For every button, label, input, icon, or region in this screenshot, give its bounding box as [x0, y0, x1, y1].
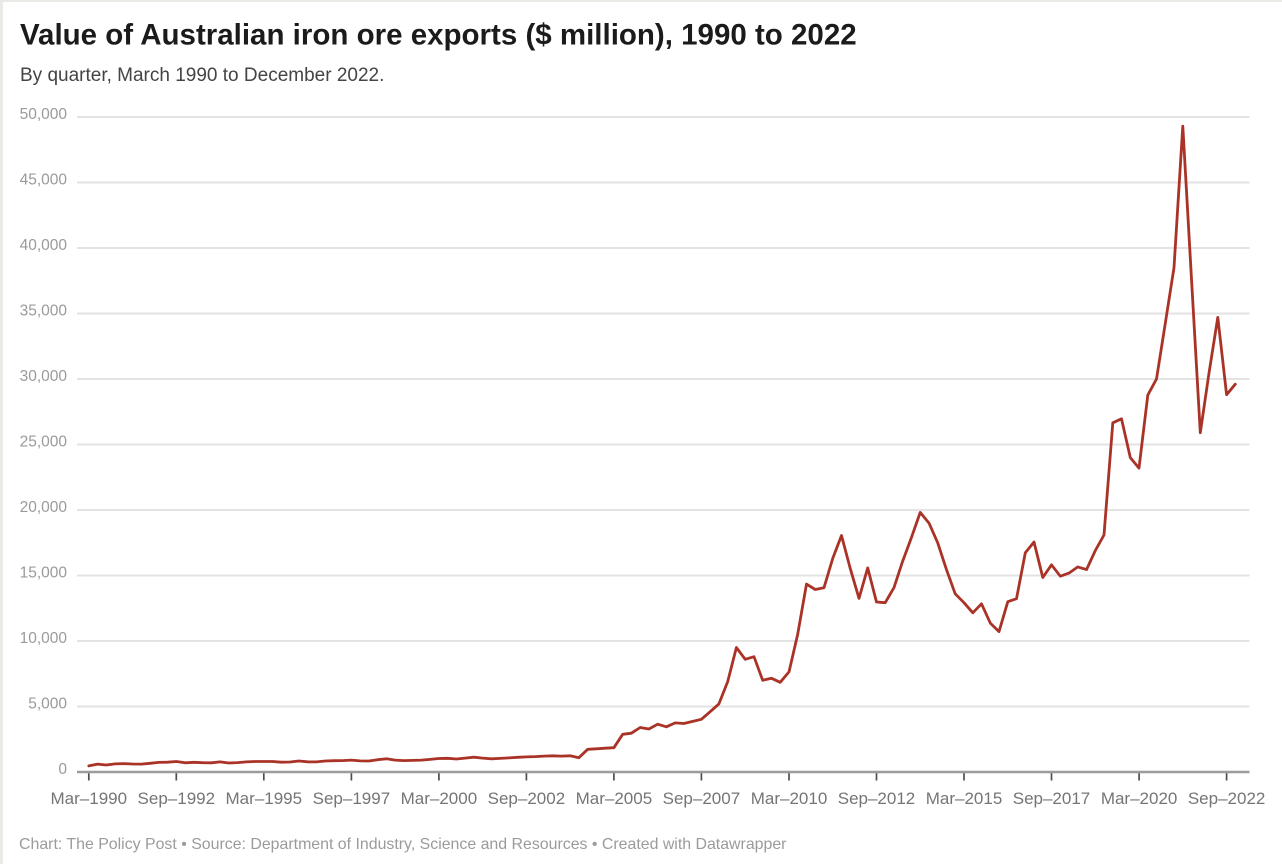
svg-text:Value of Australian iron ore e: Value of Australian iron ore exports ($ … [20, 19, 857, 52]
svg-text:Chart: The Policy Post • Sourc: Chart: The Policy Post • Source: Departm… [19, 836, 787, 853]
svg-text:Mar–1990: Mar–1990 [51, 789, 128, 808]
svg-text:Mar–2010: Mar–2010 [751, 789, 828, 808]
svg-text:Sep–2017: Sep–2017 [1013, 789, 1091, 808]
svg-text:Sep–2007: Sep–2007 [663, 789, 741, 808]
svg-text:45,000: 45,000 [20, 172, 68, 189]
svg-text:0: 0 [58, 761, 67, 778]
svg-text:Mar–2020: Mar–2020 [1101, 789, 1178, 808]
svg-text:40,000: 40,000 [20, 237, 68, 254]
svg-text:Mar–2005: Mar–2005 [576, 789, 653, 808]
svg-text:10,000: 10,000 [20, 630, 68, 647]
svg-text:Mar–2015: Mar–2015 [926, 789, 1003, 808]
svg-text:Mar–1995: Mar–1995 [226, 789, 303, 808]
svg-text:By quarter, March 1990 to Dece: By quarter, March 1990 to December 2022. [20, 65, 384, 86]
svg-text:5,000: 5,000 [28, 696, 67, 713]
svg-text:Mar–2000: Mar–2000 [401, 789, 478, 808]
svg-text:Sep–1997: Sep–1997 [313, 789, 391, 808]
svg-text:Sep–2012: Sep–2012 [838, 789, 916, 808]
svg-text:30,000: 30,000 [20, 368, 68, 385]
svg-text:50,000: 50,000 [20, 106, 68, 123]
svg-text:Sep–1992: Sep–1992 [138, 789, 216, 808]
svg-text:25,000: 25,000 [20, 434, 68, 451]
svg-text:Sep–2022: Sep–2022 [1188, 789, 1266, 808]
svg-text:35,000: 35,000 [20, 303, 68, 320]
svg-text:Sep–2002: Sep–2002 [488, 789, 566, 808]
svg-text:15,000: 15,000 [20, 565, 68, 582]
svg-text:20,000: 20,000 [20, 499, 68, 516]
